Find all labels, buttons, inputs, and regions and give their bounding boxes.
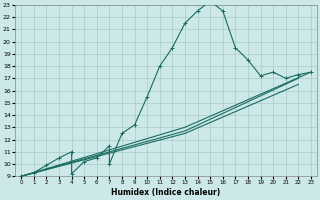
X-axis label: Humidex (Indice chaleur): Humidex (Indice chaleur) xyxy=(111,188,221,197)
